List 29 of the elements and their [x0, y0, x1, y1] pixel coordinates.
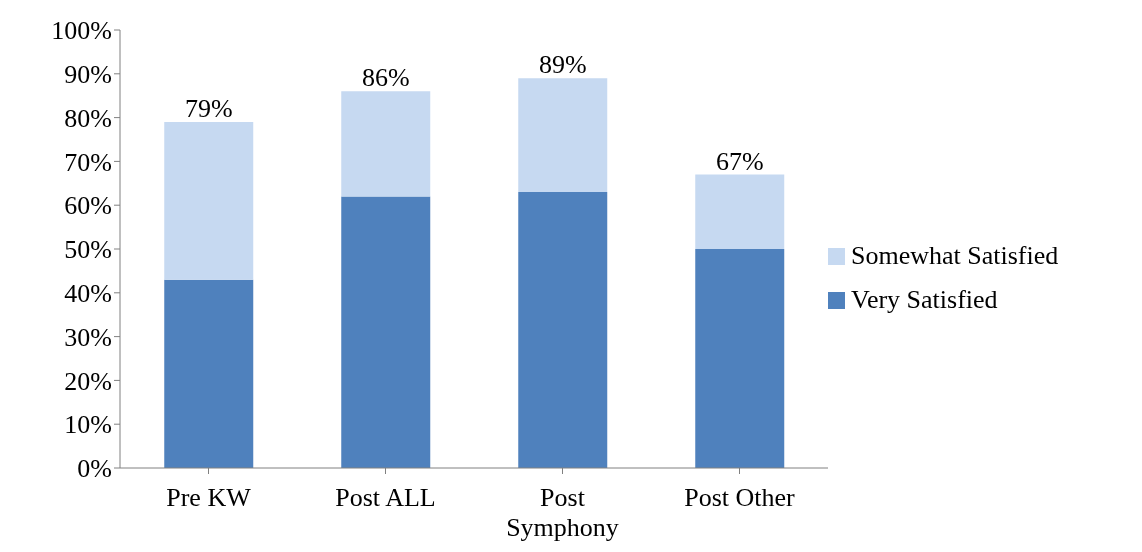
y-tick-label: 100%: [51, 16, 112, 46]
x-tick-label: Post Other: [684, 483, 796, 512]
bar: [341, 91, 431, 197]
x-tick-label: Pre KW: [166, 483, 252, 512]
bar: [518, 78, 608, 193]
y-tick-label: 40%: [64, 279, 112, 309]
total-label: 86%: [361, 63, 410, 93]
y-tick-label: 50%: [64, 235, 112, 265]
y-tick-label: 10%: [64, 410, 112, 440]
bar: [695, 249, 785, 468]
bar: [518, 192, 608, 468]
total-label: 89%: [538, 50, 587, 80]
y-tick-label: 30%: [64, 322, 112, 352]
x-tick-label: Post ALL: [335, 483, 436, 512]
y-tick-label: 80%: [64, 103, 112, 133]
y-tick-label: 90%: [64, 60, 112, 90]
bar: [164, 121, 254, 280]
legend-label: Very Satisfied: [851, 285, 998, 315]
y-tick-label: 20%: [64, 366, 112, 396]
bar: [164, 279, 254, 468]
total-label: 79%: [184, 93, 233, 123]
y-tick-label: 70%: [64, 147, 112, 177]
bar: [341, 196, 431, 468]
y-tick-label: 60%: [64, 191, 112, 221]
bar: [695, 174, 785, 249]
legend-label: Somewhat Satisfied: [851, 241, 1059, 271]
y-tick-label: 0%: [77, 454, 112, 484]
total-label: 67%: [715, 146, 764, 176]
x-tick-label: Post Symphony: [506, 483, 619, 542]
